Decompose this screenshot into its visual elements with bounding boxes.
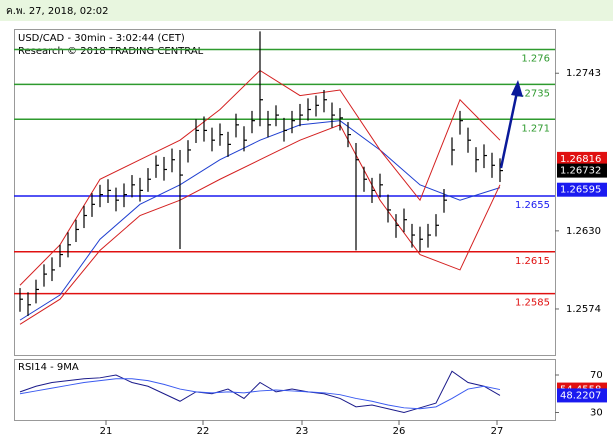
y-tick-label: 70	[590, 370, 603, 381]
price-box	[557, 163, 607, 178]
value-box-label: 48.2207	[560, 390, 601, 401]
x-tick-label: 26	[393, 426, 406, 437]
chart-subtitle: Research © 2018 TRADING CENTRAL	[18, 46, 204, 57]
forecast-arrow	[499, 80, 523, 169]
rsi-line	[19, 370, 501, 414]
price-pane	[14, 29, 556, 356]
level-label: 1.2655	[515, 200, 550, 211]
arrow-head	[511, 80, 523, 97]
rsi-title: RSI14 - 9MA	[18, 362, 79, 373]
indicator-line	[19, 120, 501, 321]
y-tick-label: 30	[590, 408, 603, 419]
level-label: 1.2735	[515, 88, 550, 99]
y-tick-label: 1.2630	[566, 226, 601, 237]
y-tick-label: 1.2574	[566, 304, 601, 315]
indicator-line	[19, 124, 501, 325]
x-tick-label: 22	[197, 426, 210, 437]
level-label: 1.271	[521, 123, 550, 134]
price-box	[557, 151, 607, 166]
level-label: 1.2585	[515, 298, 550, 309]
price-box-label: 1.26595	[560, 185, 601, 196]
x-tick-label: 23	[296, 426, 309, 437]
value-box	[557, 388, 607, 403]
level-label: 1.276	[521, 54, 550, 65]
price-box-label: 1.26816	[560, 154, 601, 165]
rsi-line	[19, 378, 501, 410]
header-text: ค.พ. 27, 2018, 02:02	[6, 6, 109, 17]
arrow-shaft	[499, 91, 519, 169]
level-label: 1.2615	[515, 256, 550, 267]
chart-title: USD/CAD - 30min - 3:02:44 (CET)	[18, 33, 185, 44]
header-bar	[0, 0, 613, 21]
x-tick-label: 21	[100, 426, 113, 437]
price-box-label: 1.26732	[560, 166, 601, 177]
y-tick-label: 1.2743	[566, 68, 601, 79]
price-box	[557, 182, 607, 197]
x-tick-label: 27	[491, 426, 504, 437]
